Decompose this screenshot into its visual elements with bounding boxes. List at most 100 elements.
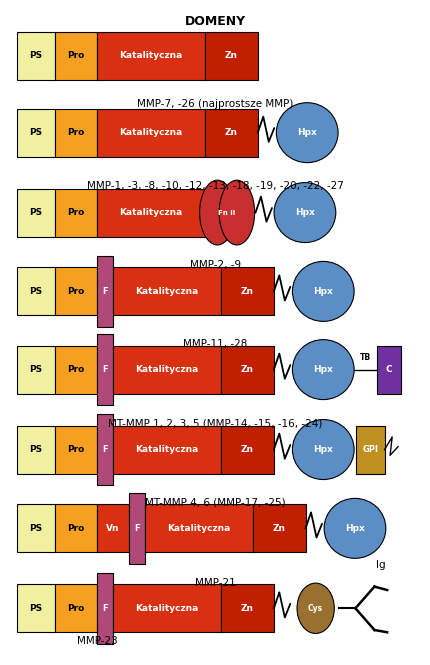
Text: MMP-1, -3, -8, -10, -12, -13, -18, -19, -20, -22, -27: MMP-1, -3, -8, -10, -12, -13, -18, -19, … [87,181,343,191]
Text: PS: PS [29,287,42,296]
Ellipse shape [292,420,353,479]
FancyBboxPatch shape [97,504,129,553]
FancyBboxPatch shape [221,346,273,394]
FancyBboxPatch shape [17,31,55,80]
Ellipse shape [292,261,353,321]
FancyBboxPatch shape [377,346,400,394]
FancyBboxPatch shape [17,267,55,315]
Text: Hpx: Hpx [313,287,332,296]
FancyBboxPatch shape [113,585,221,632]
FancyBboxPatch shape [55,426,97,473]
FancyBboxPatch shape [97,189,204,237]
Ellipse shape [296,583,334,634]
Text: Ig: Ig [375,561,385,571]
Text: PS: PS [29,365,42,374]
Text: TB: TB [359,352,371,362]
Text: Katalityczna: Katalityczna [119,128,182,137]
Text: Zn: Zn [272,524,285,533]
FancyBboxPatch shape [17,189,55,237]
Ellipse shape [199,180,235,245]
Text: Zn: Zn [224,51,237,60]
FancyBboxPatch shape [55,346,97,394]
FancyBboxPatch shape [97,256,113,327]
FancyBboxPatch shape [221,426,273,473]
FancyBboxPatch shape [355,426,384,473]
Text: F: F [134,524,139,533]
Text: MMP-7, -26 (najprostsze MMP): MMP-7, -26 (najprostsze MMP) [137,99,293,109]
Text: C: C [385,365,391,374]
Text: MT-MMP 1, 2, 3, 5 (MMP-14, -15, -16, -24): MT-MMP 1, 2, 3, 5 (MMP-14, -15, -16, -24… [108,419,322,429]
Text: Zn: Zn [240,604,253,613]
FancyBboxPatch shape [55,585,97,632]
FancyBboxPatch shape [97,334,113,405]
Text: PS: PS [29,524,42,533]
FancyBboxPatch shape [97,108,204,157]
Text: MT-MMP 4, 6 (MMP-17, -25): MT-MMP 4, 6 (MMP-17, -25) [145,497,285,507]
Text: Katalityczna: Katalityczna [167,524,230,533]
Text: Hpx: Hpx [313,365,332,374]
Text: PS: PS [29,128,42,137]
FancyBboxPatch shape [17,346,55,394]
FancyBboxPatch shape [17,426,55,473]
Text: MMP-2, -9: MMP-2, -9 [190,260,240,270]
FancyBboxPatch shape [144,504,252,553]
FancyBboxPatch shape [252,504,305,553]
Text: PS: PS [29,51,42,60]
FancyBboxPatch shape [204,31,257,80]
Text: Vn: Vn [106,524,120,533]
FancyBboxPatch shape [55,267,97,315]
FancyBboxPatch shape [204,108,257,157]
Ellipse shape [276,102,337,163]
Text: Zn: Zn [224,128,237,137]
FancyBboxPatch shape [55,504,97,553]
Text: Pro: Pro [67,287,84,296]
Text: Hpx: Hpx [297,128,316,137]
Text: Zn: Zn [240,445,253,454]
Text: Katalityczna: Katalityczna [135,365,198,374]
FancyBboxPatch shape [97,573,113,644]
FancyBboxPatch shape [97,414,113,485]
Text: MMP-21: MMP-21 [195,578,235,588]
Ellipse shape [323,498,385,559]
FancyBboxPatch shape [129,493,144,564]
Ellipse shape [273,183,335,243]
FancyBboxPatch shape [17,585,55,632]
FancyBboxPatch shape [55,108,97,157]
Text: F: F [102,287,108,296]
Text: Hpx: Hpx [295,208,314,217]
Text: GPI: GPI [361,445,377,454]
Text: Katalityczna: Katalityczna [119,51,182,60]
Text: Zn: Zn [240,287,253,296]
FancyBboxPatch shape [221,585,273,632]
Text: Fn II: Fn II [218,209,235,215]
Text: PS: PS [29,445,42,454]
Text: Hpx: Hpx [313,445,332,454]
FancyBboxPatch shape [97,31,204,80]
Text: PS: PS [29,604,42,613]
FancyBboxPatch shape [55,31,97,80]
Text: Katalityczna: Katalityczna [135,287,198,296]
Text: Pro: Pro [67,208,84,217]
FancyBboxPatch shape [113,267,221,315]
Text: Pro: Pro [67,604,84,613]
FancyBboxPatch shape [113,346,221,394]
Text: PS: PS [29,208,42,217]
Text: Katalityczna: Katalityczna [135,604,198,613]
Text: Pro: Pro [67,524,84,533]
Text: DOMENY: DOMENY [184,15,246,28]
Text: MMP-23: MMP-23 [77,636,117,646]
FancyBboxPatch shape [113,426,221,473]
FancyBboxPatch shape [221,267,273,315]
Text: Pro: Pro [67,365,84,374]
Text: F: F [102,604,108,613]
Text: Pro: Pro [67,445,84,454]
Text: Cys: Cys [307,604,322,613]
Text: Hpx: Hpx [344,524,364,533]
FancyBboxPatch shape [17,108,55,157]
Text: Pro: Pro [67,51,84,60]
Text: MMP-11, -28: MMP-11, -28 [183,339,247,349]
FancyBboxPatch shape [55,189,97,237]
Text: F: F [102,365,108,374]
FancyBboxPatch shape [17,504,55,553]
Ellipse shape [292,340,353,400]
